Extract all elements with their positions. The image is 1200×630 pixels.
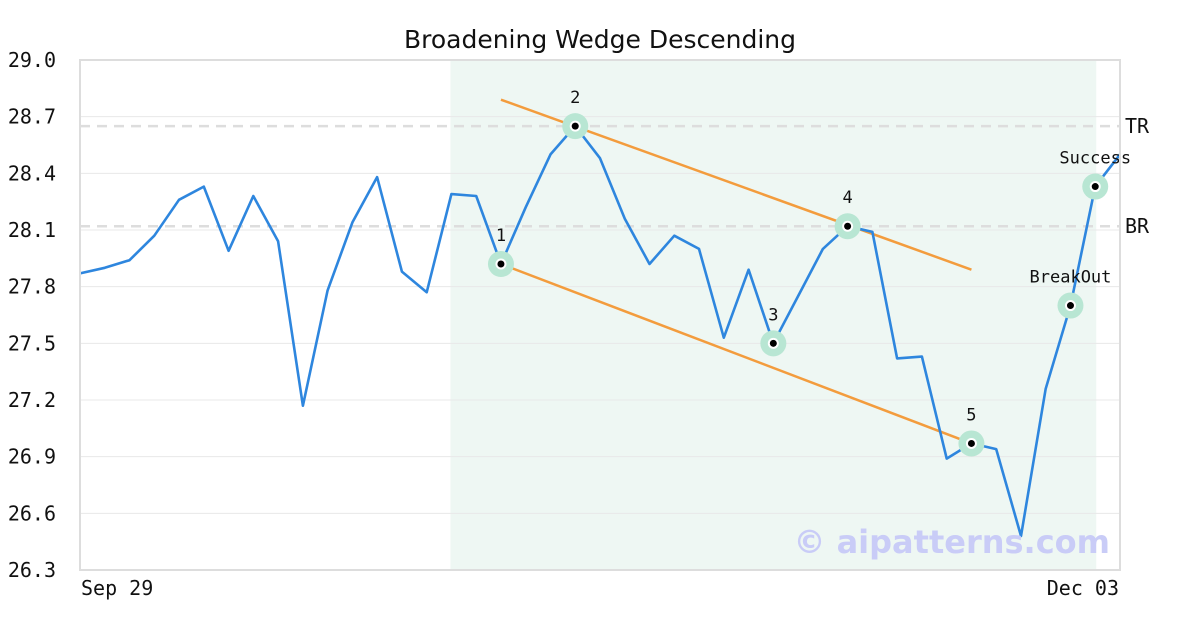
marker-dot-3 — [769, 339, 777, 347]
y-tick-label: 27.8 — [8, 275, 56, 299]
watermark: © aipatterns.com — [793, 523, 1110, 561]
y-tick-label: 26.6 — [8, 501, 56, 525]
point-label-2: 2 — [570, 88, 580, 108]
point-label-1: 1 — [496, 226, 506, 246]
y-tick-label: 29.0 — [8, 48, 56, 72]
lower-trendline — [500, 262, 972, 445]
marker-dot-success — [1091, 183, 1099, 191]
point-label-breakout: BreakOut — [1030, 268, 1112, 288]
level-lines: TR BR — [80, 114, 1150, 238]
y-axis-ticks: 29.0 28.7 28.4 28.1 27.8 27.5 27.2 26.9 26.6 26.3 — [8, 48, 56, 582]
series-line — [79, 124, 1122, 538]
point-label-success: Success — [1059, 149, 1131, 169]
level-label-br: BR — [1125, 214, 1150, 238]
pattern-markers: 1 2 3 4 5 BreakOut Success — [487, 88, 1131, 457]
marker-dot-5 — [967, 439, 975, 447]
marker-dot-4 — [844, 222, 852, 230]
marker-dot-breakout — [1066, 302, 1074, 310]
y-tick-label: 28.4 — [8, 161, 56, 185]
y-tick-label: 26.3 — [8, 558, 56, 582]
level-label-tr: TR — [1125, 114, 1150, 138]
marker-dot-1 — [497, 260, 505, 268]
point-label-3: 3 — [768, 305, 778, 325]
x-axis-ticks: Sep 29 Dec 03 — [81, 576, 1119, 600]
x-tick-label-start: Sep 29 — [81, 576, 153, 600]
point-label-5: 5 — [966, 405, 976, 425]
y-tick-label: 27.5 — [8, 331, 56, 355]
marker-dot-2 — [571, 122, 579, 130]
y-tick-label: 28.1 — [8, 218, 56, 242]
x-tick-label-end: Dec 03 — [1047, 576, 1119, 600]
y-tick-label: 26.9 — [8, 445, 56, 469]
y-tick-label: 28.7 — [8, 105, 56, 129]
chart-title: Broadening Wedge Descending — [404, 25, 796, 54]
y-tick-label: 27.2 — [8, 388, 56, 412]
point-label-4: 4 — [842, 188, 852, 208]
plot-frame — [79, 59, 1121, 571]
